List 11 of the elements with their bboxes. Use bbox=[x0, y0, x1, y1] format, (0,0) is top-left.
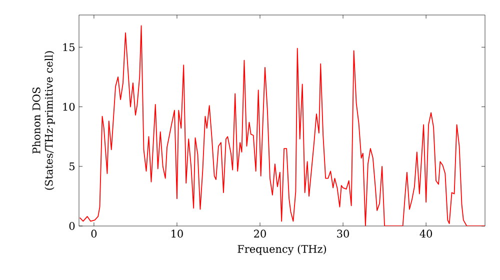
x-tick-label: 40 bbox=[420, 230, 432, 238]
x-axis-title: Frequency (THz) bbox=[238, 244, 326, 256]
y-tick-label: 5 bbox=[70, 162, 75, 170]
x-tick-label: 10 bbox=[172, 230, 183, 238]
x-tick-label: 20 bbox=[254, 230, 266, 238]
y-tick-label: 15 bbox=[63, 43, 74, 52]
y-tick-label: 0 bbox=[69, 222, 75, 230]
x-tick-label: 0 bbox=[91, 230, 97, 238]
y-axis-title: Phonon DOS (States/THz·primitive cell) bbox=[32, 51, 55, 190]
y-tick-label: 10 bbox=[63, 102, 75, 111]
x-tick-label: 30 bbox=[337, 230, 349, 238]
